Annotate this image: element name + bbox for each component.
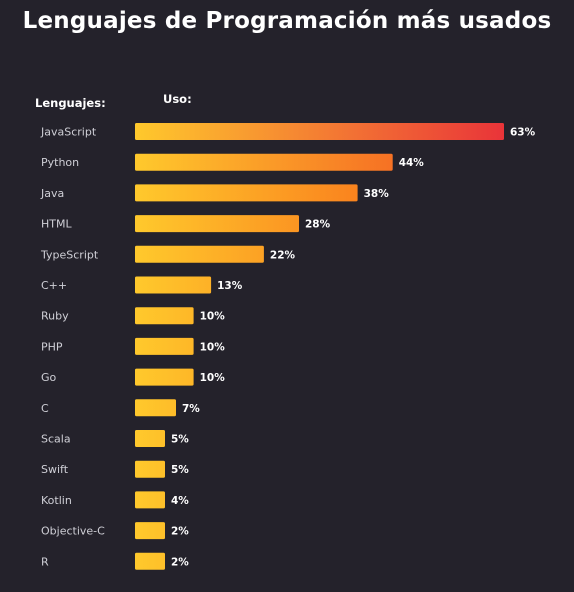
value-label-go: 10% [200,372,226,384]
category-label-php: PHP [41,340,63,353]
bar-ruby [135,307,194,325]
value-label-ruby: 10% [200,311,226,323]
category-label-r: R [41,555,49,568]
category-label-html: HTML [41,218,72,231]
value-label-html: 28% [305,219,331,231]
value-label-scala: 5% [171,434,189,446]
value-label-objective-c: 2% [171,526,189,538]
bar-html [135,215,299,233]
category-label-javascript: JavaScript [40,126,97,139]
value-label-kotlin: 4% [171,495,189,507]
category-label-c: C [41,402,49,415]
category-label-swift: Swift [41,463,69,476]
value-label-python: 44% [399,157,425,169]
category-label-python: Python [41,156,79,169]
usage-column-header: Uso: [163,92,192,106]
bar-typescript [135,245,264,263]
category-label-java: Java [40,187,64,200]
value-label-java: 38% [364,188,390,200]
bar-go [135,368,194,386]
bar-cplusplus [135,276,212,294]
bar-c [135,399,176,417]
page-title: Lenguajes de Programación más usados [22,8,552,34]
category-label-go: Go [41,371,57,384]
value-label-r: 2% [171,556,189,568]
value-label-php: 10% [200,341,226,353]
bar-javascript [135,123,504,140]
bar-php [135,337,194,355]
category-label-scala: Scala [41,433,71,446]
languages-column-header: Lenguajes: [35,96,106,110]
bar-kotlin [135,491,165,509]
bar-scala [135,430,165,447]
category-label-cplusplus: C++ [41,279,67,292]
value-label-cplusplus: 13% [217,280,243,292]
category-label-objective-c: Objective-C [41,525,105,538]
category-label-kotlin: Kotlin [41,494,72,507]
category-label-ruby: Ruby [41,310,69,323]
bar-python [135,153,393,171]
category-label-typescript: TypeScript [40,248,99,261]
value-label-typescript: 22% [270,249,296,261]
bar-r [135,552,165,570]
bar-objective-c [135,522,165,540]
value-label-javascript: 63% [510,127,536,139]
value-label-swift: 5% [171,464,189,476]
bar-java [135,184,358,202]
value-label-c: 7% [182,403,200,415]
bar-swift [135,460,165,478]
